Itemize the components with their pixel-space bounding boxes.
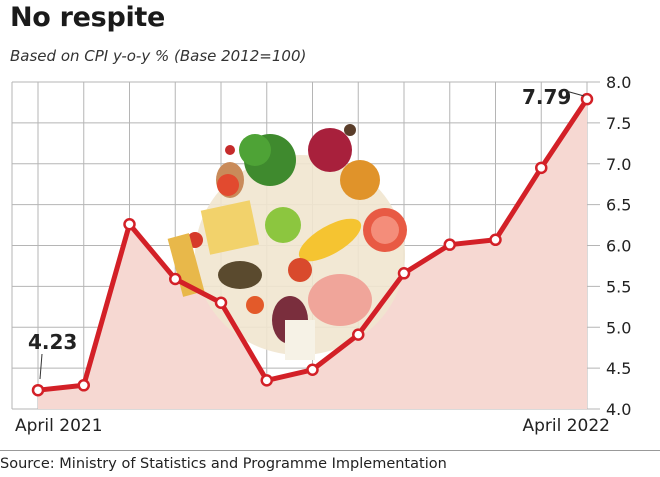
- area-path: [38, 99, 587, 409]
- y-tick-label: 4.5: [606, 359, 631, 378]
- y-axis-ticks: 4.0 4.5 5.0 5.5 6.0 6.5 7.0 7.5 8.0: [606, 73, 631, 419]
- source-note: Source: Ministry of Statistics and Progr…: [0, 456, 447, 472]
- y-tick-label: 5.5: [606, 277, 631, 296]
- y-tick-label: 6.5: [606, 196, 631, 215]
- y-tick-label: 8.0: [606, 73, 631, 92]
- chart-subtitle: Based on CPI y-o-y % (Base 2012=100): [10, 47, 307, 65]
- data-label-start: 4.23: [28, 330, 77, 354]
- y-tick-label: 7.5: [606, 114, 631, 133]
- x-axis-ticks: April 2021 April 2022: [15, 416, 610, 436]
- footer-divider: [0, 450, 660, 451]
- x-tick-label: April 2022: [522, 416, 610, 436]
- y-tick-label: 7.0: [606, 155, 631, 174]
- chart-title: No respite: [10, 2, 166, 33]
- data-point: [260, 374, 273, 387]
- series-points: [31, 92, 594, 397]
- data-point: [77, 379, 90, 392]
- y-tick-label: 6.0: [606, 237, 631, 256]
- data-point: [443, 238, 456, 251]
- data-point: [123, 217, 136, 231]
- data-point: [214, 296, 228, 309]
- data-point: [535, 161, 548, 175]
- leader-line: [39, 353, 43, 380]
- y-tick-label: 5.0: [606, 318, 631, 337]
- data-point: [169, 272, 182, 286]
- data-point: [352, 328, 365, 341]
- data-point: [306, 363, 319, 377]
- area-fill: [38, 99, 587, 409]
- data-point: [31, 383, 45, 397]
- data-point: [397, 267, 411, 280]
- x-tick-label: April 2021: [15, 416, 103, 436]
- food-photo-icon: [167, 124, 407, 360]
- data-point: [489, 233, 502, 247]
- leader-line: [565, 90, 585, 97]
- data-labels: 4.23 7.79: [28, 85, 585, 380]
- data-label-end: 7.79: [522, 85, 571, 109]
- y-tick-label: 4.0: [606, 400, 631, 419]
- data-point: [580, 92, 594, 106]
